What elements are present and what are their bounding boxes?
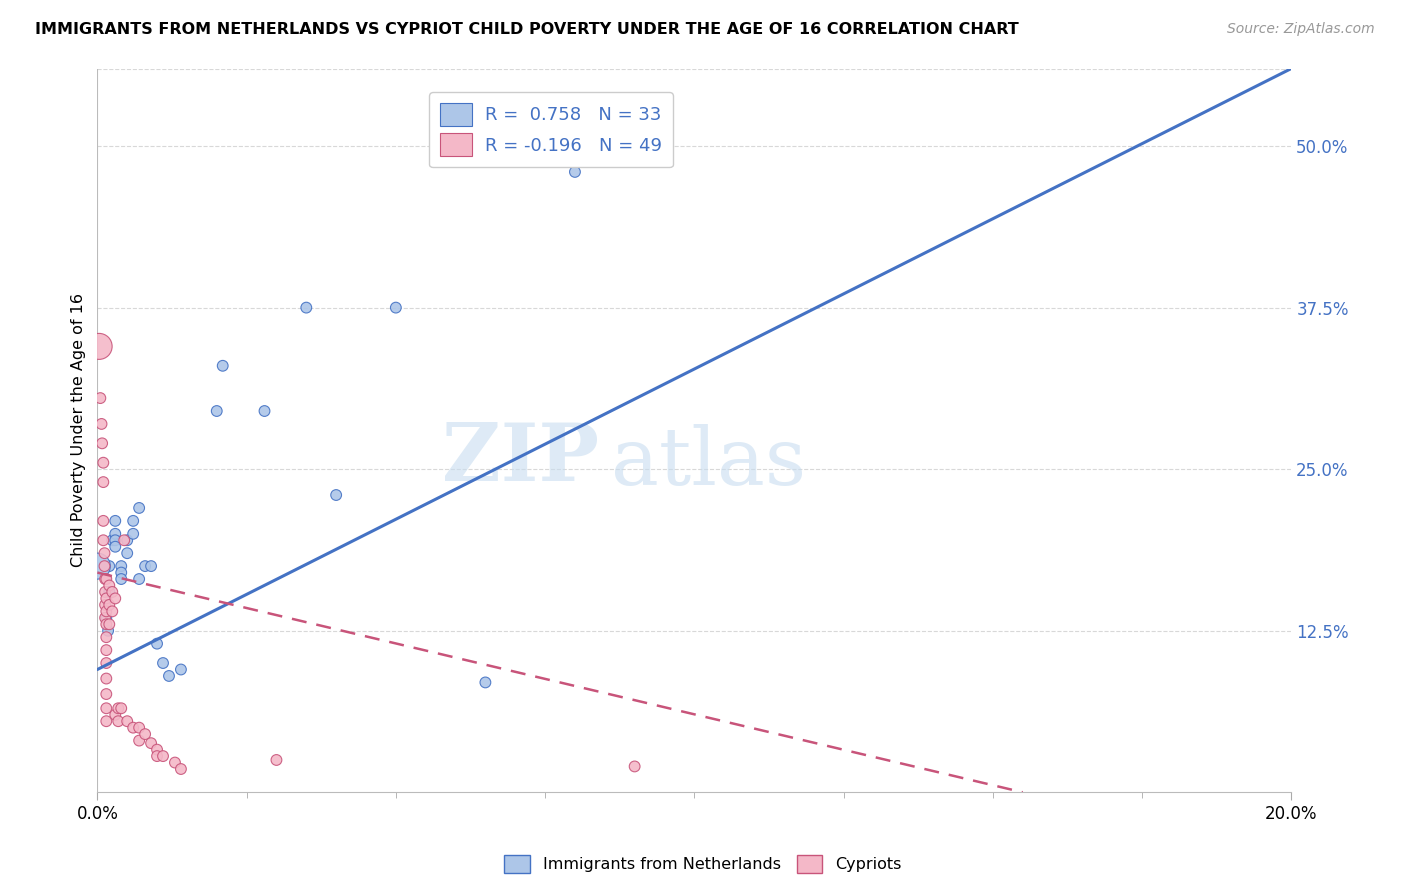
Point [94,598,117,612]
Point [163,756,186,770]
Point [96,687,118,701]
Point [101,533,124,548]
Point [128,721,150,735]
Point [564,165,586,179]
Point [122,526,145,541]
Point [211,359,233,373]
Point [98,578,121,592]
Point [96,714,118,729]
Point [474,675,496,690]
Point [122,721,145,735]
Point [104,540,127,554]
Point [139,559,162,574]
Point [110,701,132,715]
Point [128,572,150,586]
Point [104,526,127,541]
Point [205,404,228,418]
Point [101,585,124,599]
Point [104,707,127,722]
Point [91,436,114,450]
Point [152,656,174,670]
Point [170,762,193,776]
Y-axis label: Child Poverty Under the Age of 16: Child Poverty Under the Age of 16 [72,293,86,567]
Point [115,714,138,729]
Point [146,749,169,764]
Point [157,669,180,683]
Point [96,643,118,657]
Point [96,656,118,670]
Legend: R =  0.758   N = 33, R = -0.196   N = 49: R = 0.758 N = 33, R = -0.196 N = 49 [429,92,673,168]
Point [152,749,174,764]
Point [93,546,115,560]
Point [98,585,121,599]
Point [101,604,124,618]
Point [146,742,169,756]
Point [97,624,120,638]
Point [134,727,156,741]
Point [98,598,121,612]
Point [86,559,108,574]
Point [91,456,114,470]
Point [325,488,347,502]
Point [266,753,288,767]
Point [128,500,150,515]
Point [96,617,118,632]
Point [115,533,138,548]
Point [295,301,318,315]
Point [89,391,111,405]
Point [623,759,645,773]
Point [110,572,132,586]
Point [91,514,114,528]
Point [104,591,127,606]
Point [96,604,118,618]
Point [104,514,127,528]
Point [94,585,117,599]
Point [110,566,132,580]
Point [90,417,112,431]
Point [385,301,408,315]
Point [89,339,111,353]
Text: atlas: atlas [610,424,806,502]
Point [104,533,127,548]
Point [112,533,135,548]
Point [91,475,114,489]
Point [96,630,118,644]
Point [94,611,117,625]
Point [253,404,276,418]
Point [122,514,145,528]
Point [98,559,121,574]
Point [96,701,118,715]
Point [107,701,129,715]
Point [96,591,118,606]
Text: Source: ZipAtlas.com: Source: ZipAtlas.com [1227,22,1375,37]
Point [115,546,138,560]
Point [146,637,169,651]
Point [134,559,156,574]
Point [96,572,118,586]
Point [128,733,150,747]
Point [98,617,121,632]
Legend: Immigrants from Netherlands, Cypriots: Immigrants from Netherlands, Cypriots [498,848,908,880]
Point [96,672,118,686]
Text: ZIP: ZIP [441,420,599,499]
Point [139,736,162,750]
Point [94,572,117,586]
Point [107,714,129,729]
Point [91,533,114,548]
Point [110,559,132,574]
Text: IMMIGRANTS FROM NETHERLANDS VS CYPRIOT CHILD POVERTY UNDER THE AGE OF 16 CORRELA: IMMIGRANTS FROM NETHERLANDS VS CYPRIOT C… [35,22,1019,37]
Point [93,559,115,574]
Point [170,663,193,677]
Point [96,611,118,625]
